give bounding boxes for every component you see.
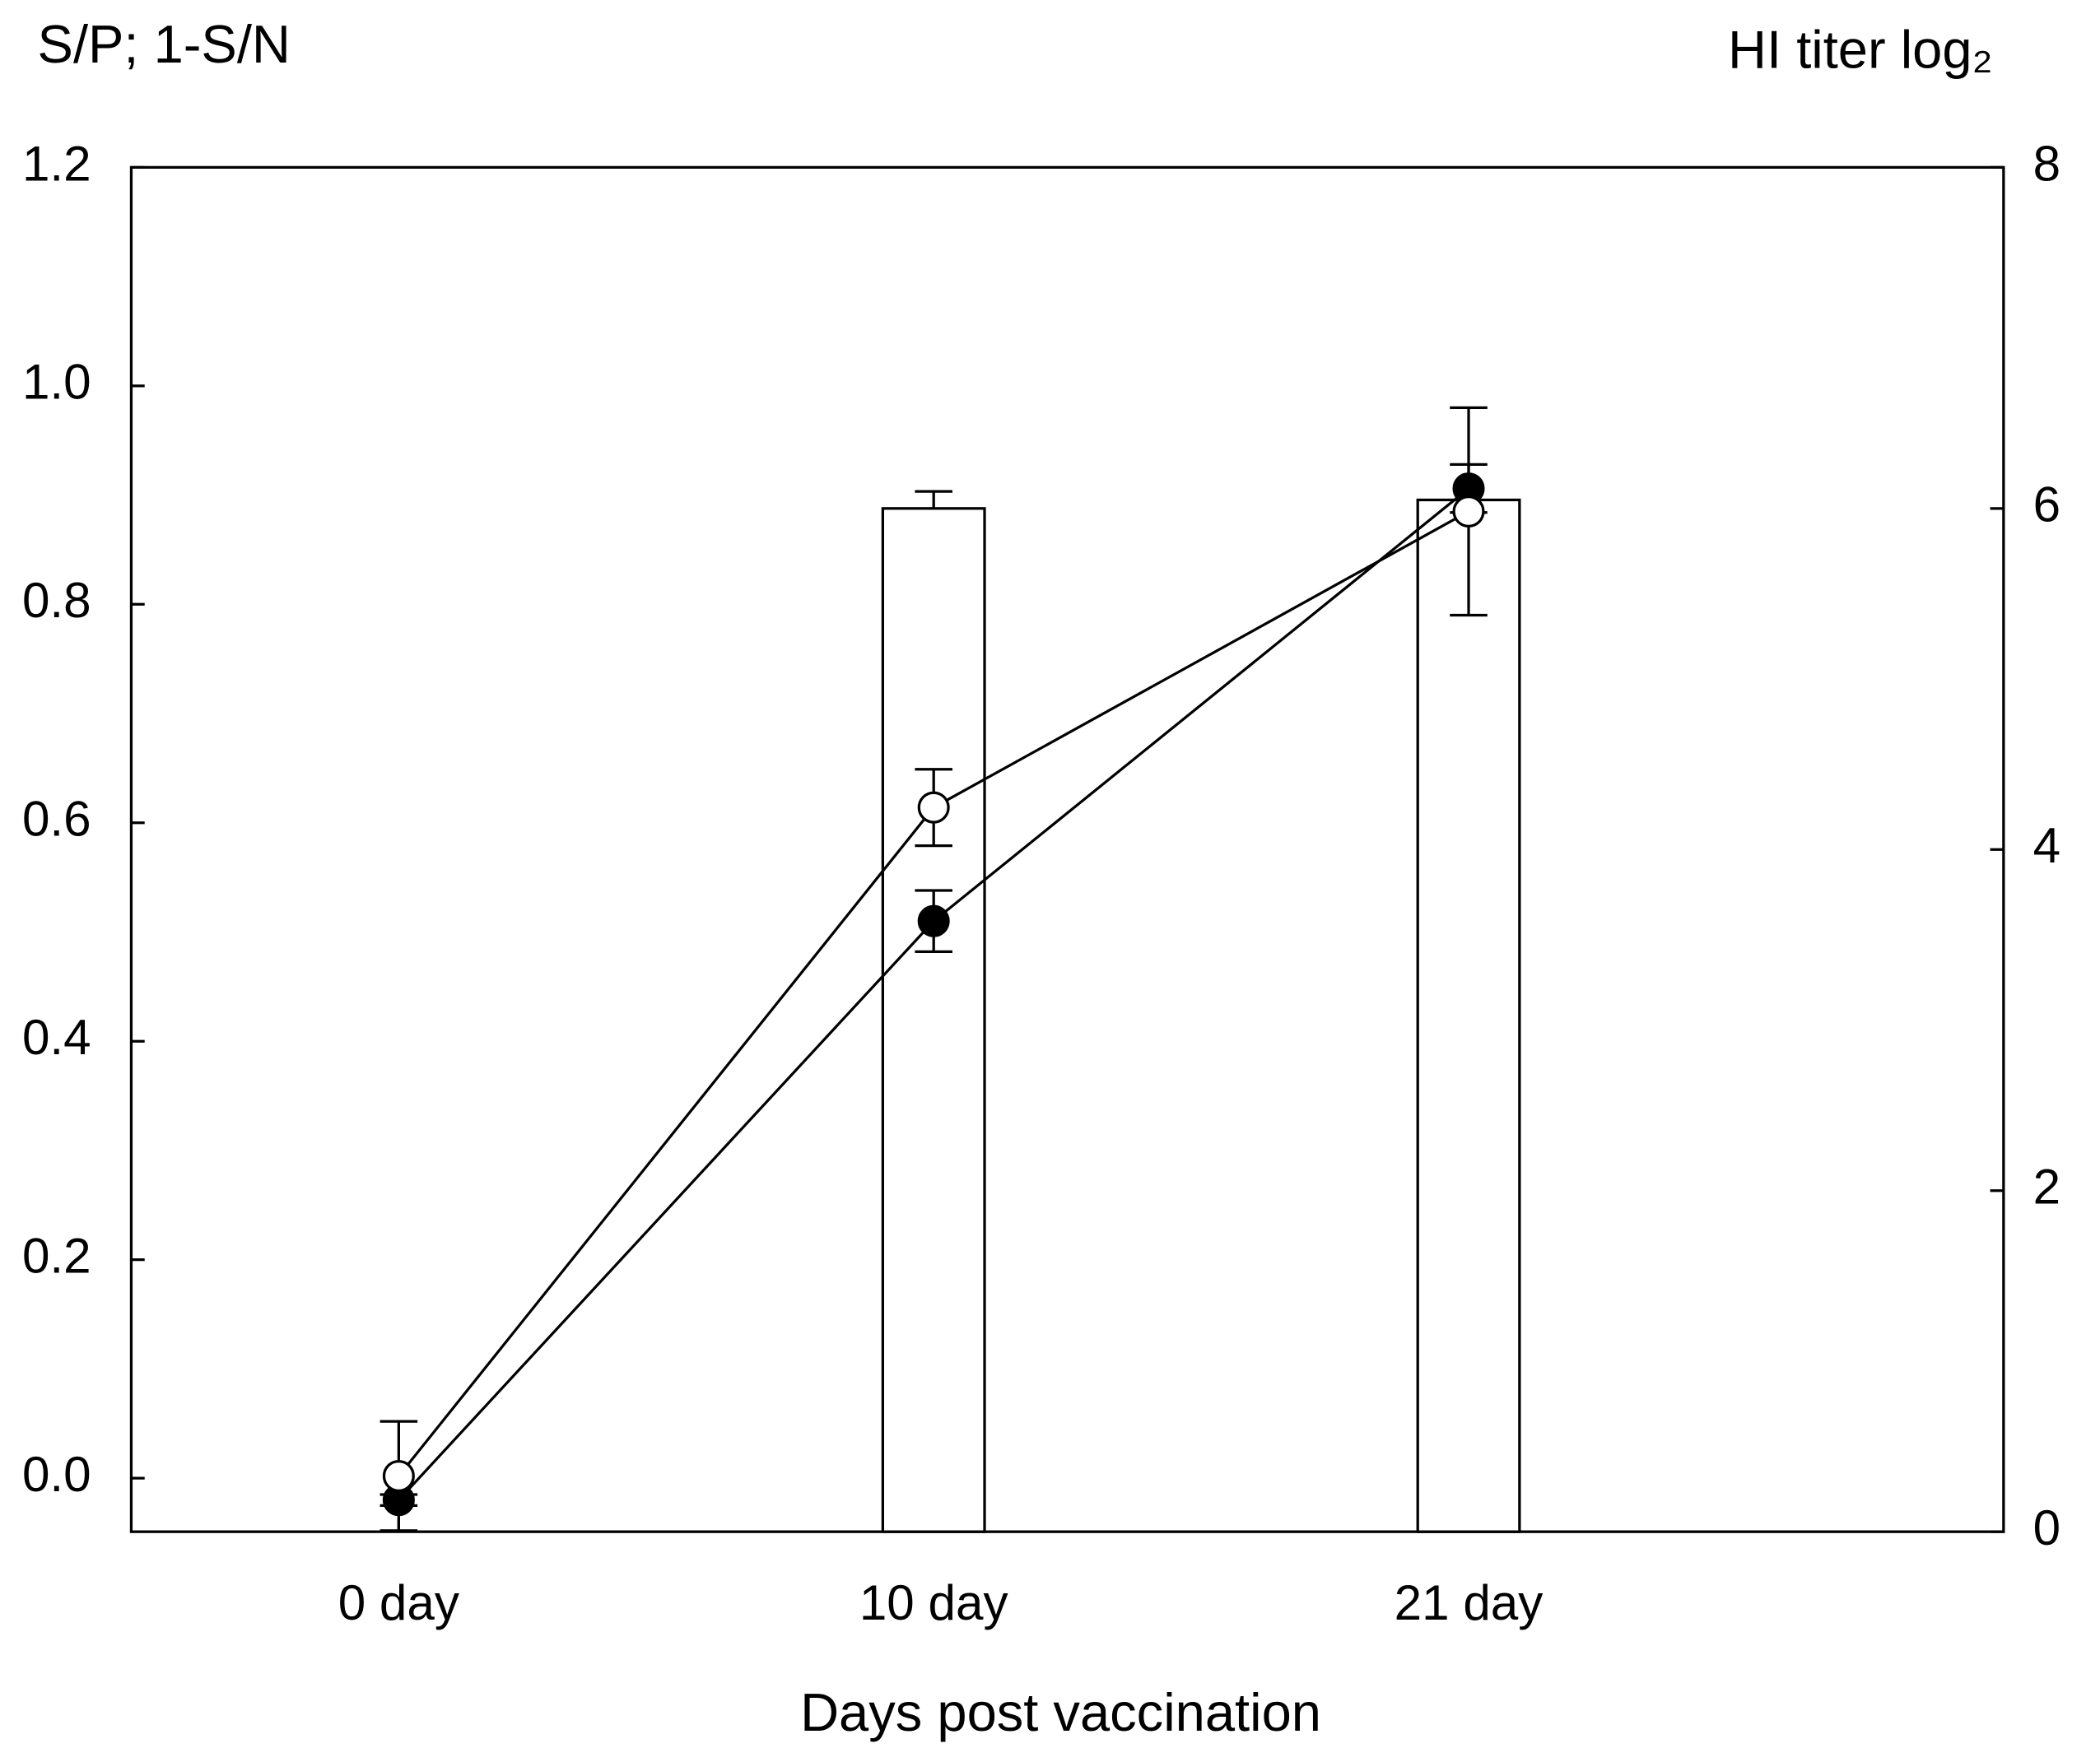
y2-tick-label: 6: [2033, 477, 2060, 532]
y-tick-label: 0.8: [22, 573, 91, 628]
y-tick-label: 0.6: [22, 792, 91, 847]
y2-tick-label: 0: [2033, 1500, 2060, 1555]
y2-tick-label: 2: [2033, 1160, 2060, 1215]
marker: [1452, 495, 1485, 528]
plot-frame: [129, 165, 2005, 1533]
x-axis-label: Days post vaccination: [800, 1682, 1321, 1742]
bar: [881, 507, 986, 1533]
y-tick-label: 1.0: [22, 355, 91, 410]
y-axis-label: S/P; 1-S/N: [38, 14, 291, 74]
y2-tick-label: 8: [2033, 136, 2060, 191]
marker: [917, 904, 950, 937]
y-tick-label: 0.4: [22, 1010, 91, 1065]
marker: [917, 791, 950, 824]
y-tick-label: 1.2: [22, 136, 91, 191]
y-tick-label: 0.2: [22, 1229, 91, 1284]
x-tick-label: 0 day: [338, 1575, 459, 1630]
y2-tick-label: 4: [2033, 818, 2060, 873]
bar: [1416, 498, 1521, 1533]
x-tick-label: 21 day: [1395, 1575, 1544, 1630]
y2-axis-label: HI titer log₂: [1728, 19, 1993, 79]
y-tick-label: 0.0: [22, 1447, 91, 1502]
marker: [382, 1459, 415, 1493]
x-tick-label: 10 day: [859, 1575, 1008, 1630]
